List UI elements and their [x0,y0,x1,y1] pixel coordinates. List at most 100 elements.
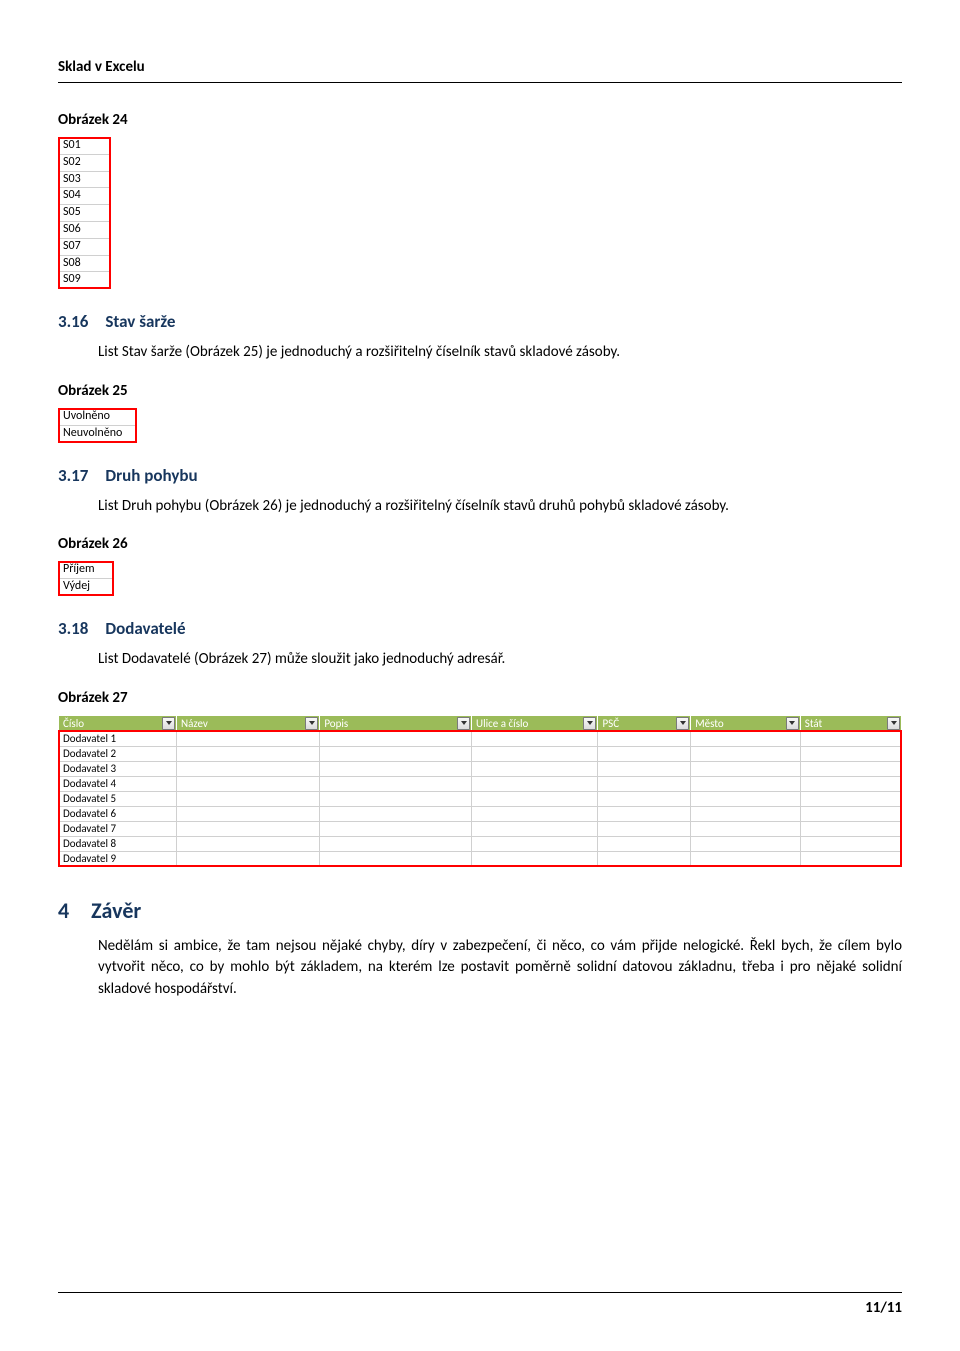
cell [598,776,691,791]
cell [177,851,320,866]
cell [800,821,901,836]
paragraph-3-16: List Stav šarže (Obrázek 25) je jednoduc… [98,342,902,364]
heading-3-16: 3.16 Stav šarže [58,311,902,332]
filter-icon[interactable] [676,717,689,730]
col-label: PSČ [602,717,619,730]
cell [800,791,901,806]
figure-26-label: Obrázek 26 [58,535,902,553]
cell [320,731,472,746]
cell [598,821,691,836]
table-row: Dodavatel 2 [59,746,902,761]
cell [177,791,320,806]
cell: Uvolněno [59,409,136,426]
table-header-row: Číslo Název Popis Ulice a číslo PSČ Měst… [59,715,902,731]
cell [800,776,901,791]
cell [472,821,598,836]
figure-26-table: Příjem Výdej [58,561,113,596]
figure-27-table: Číslo Název Popis Ulice a číslo PSČ Měst… [58,715,902,867]
col-label: Ulice a číslo [476,717,528,730]
cell [598,746,691,761]
table-row: Dodavatel 7 [59,821,902,836]
cell: Dodavatel 8 [59,836,177,851]
cell [800,806,901,821]
cell [472,806,598,821]
cell [800,836,901,851]
cell: S02 [59,155,110,172]
cell: Dodavatel 5 [59,791,177,806]
cell: Dodavatel 6 [59,806,177,821]
col-label: Stát [805,717,822,730]
cell [320,836,472,851]
cell [177,836,320,851]
col-stat[interactable]: Stát [800,715,901,731]
cell [598,761,691,776]
table-row: Dodavatel 6 [59,806,902,821]
cell: S05 [59,205,110,222]
filter-icon[interactable] [457,717,470,730]
filter-icon[interactable] [786,717,799,730]
filter-icon[interactable] [162,717,175,730]
col-label: Popis [324,717,348,730]
col-cislo[interactable]: Číslo [59,715,177,731]
cell [691,791,801,806]
cell [177,776,320,791]
cell: Dodavatel 9 [59,851,177,866]
figure-24-table: S01 S02 S03 S04 S05 S06 S07 S08 S09 [58,137,110,289]
table-row: Dodavatel 1 [59,731,902,746]
col-nazev[interactable]: Název [177,715,320,731]
col-popis[interactable]: Popis [320,715,472,731]
cell: S01 [59,138,110,155]
cell: Dodavatel 1 [59,731,177,746]
cell [177,761,320,776]
cell [691,776,801,791]
cell: Neuvolněno [59,426,136,442]
col-mesto[interactable]: Město [691,715,801,731]
cell: Dodavatel 3 [59,761,177,776]
table-row: Dodavatel 8 [59,836,902,851]
cell: S07 [59,239,110,256]
cell [598,836,691,851]
cell: Dodavatel 7 [59,821,177,836]
cell: S03 [59,172,110,189]
table-row: Dodavatel 5 [59,791,902,806]
figure-25-label: Obrázek 25 [58,382,902,400]
col-psc[interactable]: PSČ [598,715,691,731]
table-row: Dodavatel 4 [59,776,902,791]
paragraph-4: Nedělám si ambice, že tam nejsou nějaké … [98,936,902,1001]
cell [598,851,691,866]
cell [320,791,472,806]
cell [691,821,801,836]
cell [691,851,801,866]
cell [472,836,598,851]
filter-icon[interactable] [305,717,318,730]
col-ulice[interactable]: Ulice a číslo [472,715,598,731]
cell [691,761,801,776]
heading-4: 4 Závěr [58,897,902,924]
figure-24-label: Obrázek 24 [58,111,902,129]
cell [800,851,901,866]
cell [320,806,472,821]
cell: Příjem [59,562,113,579]
page-footer: 11/11 [58,1292,902,1317]
cell [691,746,801,761]
filter-icon[interactable] [583,717,596,730]
cell [472,776,598,791]
cell [320,776,472,791]
cell: Dodavatel 2 [59,746,177,761]
cell [800,746,901,761]
cell [691,836,801,851]
cell [472,791,598,806]
cell: Výdej [59,579,113,595]
paragraph-3-17: List Druh pohybu (Obrázek 26) je jednodu… [98,496,902,518]
page-header: Sklad v Excelu [58,58,902,83]
cell: S09 [59,272,110,288]
table-row: Dodavatel 9 [59,851,902,866]
cell [472,761,598,776]
cell [598,806,691,821]
col-label: Číslo [63,717,84,730]
cell: S06 [59,222,110,239]
paragraph-3-18: List Dodavatelé (Obrázek 27) může slouži… [98,649,902,671]
cell: Dodavatel 4 [59,776,177,791]
figure-27-label: Obrázek 27 [58,689,902,707]
filter-icon[interactable] [887,717,900,730]
